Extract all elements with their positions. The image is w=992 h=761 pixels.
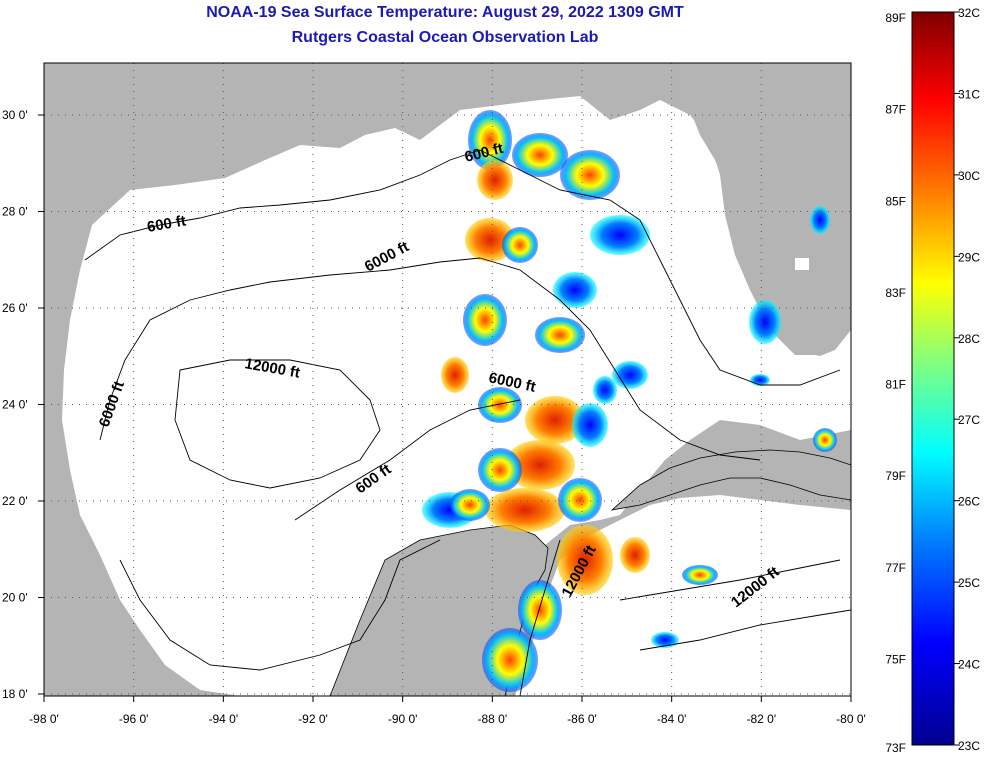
- celsius-label: 29C: [958, 250, 980, 264]
- latitude-label: 28 0': [2, 205, 28, 219]
- latitude-label: 30 0': [2, 108, 28, 122]
- island-patch-2: [820, 410, 838, 424]
- celsius-label: 32C: [958, 6, 980, 20]
- fahrenheit-label: 89F: [885, 11, 906, 25]
- graticule: [44, 63, 851, 696]
- celsius-label: 30C: [958, 169, 980, 183]
- gulf-water: [62, 96, 851, 696]
- latitude-axis: 18 0' 20 0' 22 0' 24 0' 26 0' 28 0' 30 0': [2, 108, 44, 701]
- celsius-label: 23C: [958, 739, 980, 753]
- longitude-label: -88 0': [478, 712, 508, 726]
- longitude-label: -80 0': [836, 712, 866, 726]
- celsius-label: 26C: [958, 495, 980, 509]
- celsius-label: 31C: [958, 87, 980, 101]
- celsius-label: 27C: [958, 413, 980, 427]
- longitude-label: -96 0': [119, 712, 149, 726]
- celsius-label: 28C: [958, 332, 980, 346]
- fahrenheit-label: 75F: [885, 652, 906, 666]
- fahrenheit-label: 83F: [885, 286, 906, 300]
- cuba-land: [610, 449, 851, 511]
- latitude-label: 24 0': [2, 398, 28, 412]
- longitude-label: -90 0': [388, 712, 418, 726]
- latitude-label: 22 0': [2, 494, 28, 508]
- fahrenheit-label: 81F: [885, 378, 906, 392]
- latitude-label: 18 0': [2, 687, 28, 701]
- fahrenheit-label: 79F: [885, 469, 906, 483]
- longitude-axis: -98 0' -96 0' -94 0' -92 0' -90 0' -88 0' -86 …: [29, 696, 866, 726]
- fahrenheit-label: 73F: [885, 741, 906, 755]
- latitude-label: 26 0': [2, 301, 28, 315]
- map-area: [44, 63, 851, 696]
- longitude-label: -86 0': [567, 712, 597, 726]
- longitude-label: -82 0': [747, 712, 777, 726]
- celsius-label: 25C: [958, 576, 980, 590]
- longitude-label: -92 0': [298, 712, 328, 726]
- fahrenheit-label: 87F: [885, 103, 906, 117]
- fahrenheit-label: 77F: [885, 561, 906, 575]
- map-title: NOAA-19 Sea Surface Temperature: August …: [206, 4, 684, 21]
- longitude-label: -98 0': [29, 712, 59, 726]
- longitude-label: -84 0': [657, 712, 687, 726]
- contour-label-600ft-north: 600 ft: [146, 212, 188, 236]
- bathymetry-contours: [84, 149, 851, 696]
- map-frame: [43, 62, 852, 697]
- sst-swath: [422, 110, 837, 692]
- island-patch: [795, 258, 809, 270]
- map-subtitle: Rutgers Coastal Ocean Observation Lab: [291, 29, 599, 46]
- longitude-label: -94 0': [209, 712, 239, 726]
- colorbar-fahrenheit-labels: 89F 87F 85F 83F 81F 79F 77F 75F 73F: [885, 11, 906, 755]
- latitude-label: 20 0': [2, 591, 28, 605]
- fahrenheit-label: 85F: [885, 194, 906, 208]
- colorbar-celsius-labels: 32C 31C 30C 29C 28C 27C 26C 25C 24C 23C: [954, 6, 980, 753]
- celsius-label: 24C: [958, 658, 980, 672]
- colorbar: [911, 11, 955, 746]
- florida-land: [690, 63, 851, 356]
